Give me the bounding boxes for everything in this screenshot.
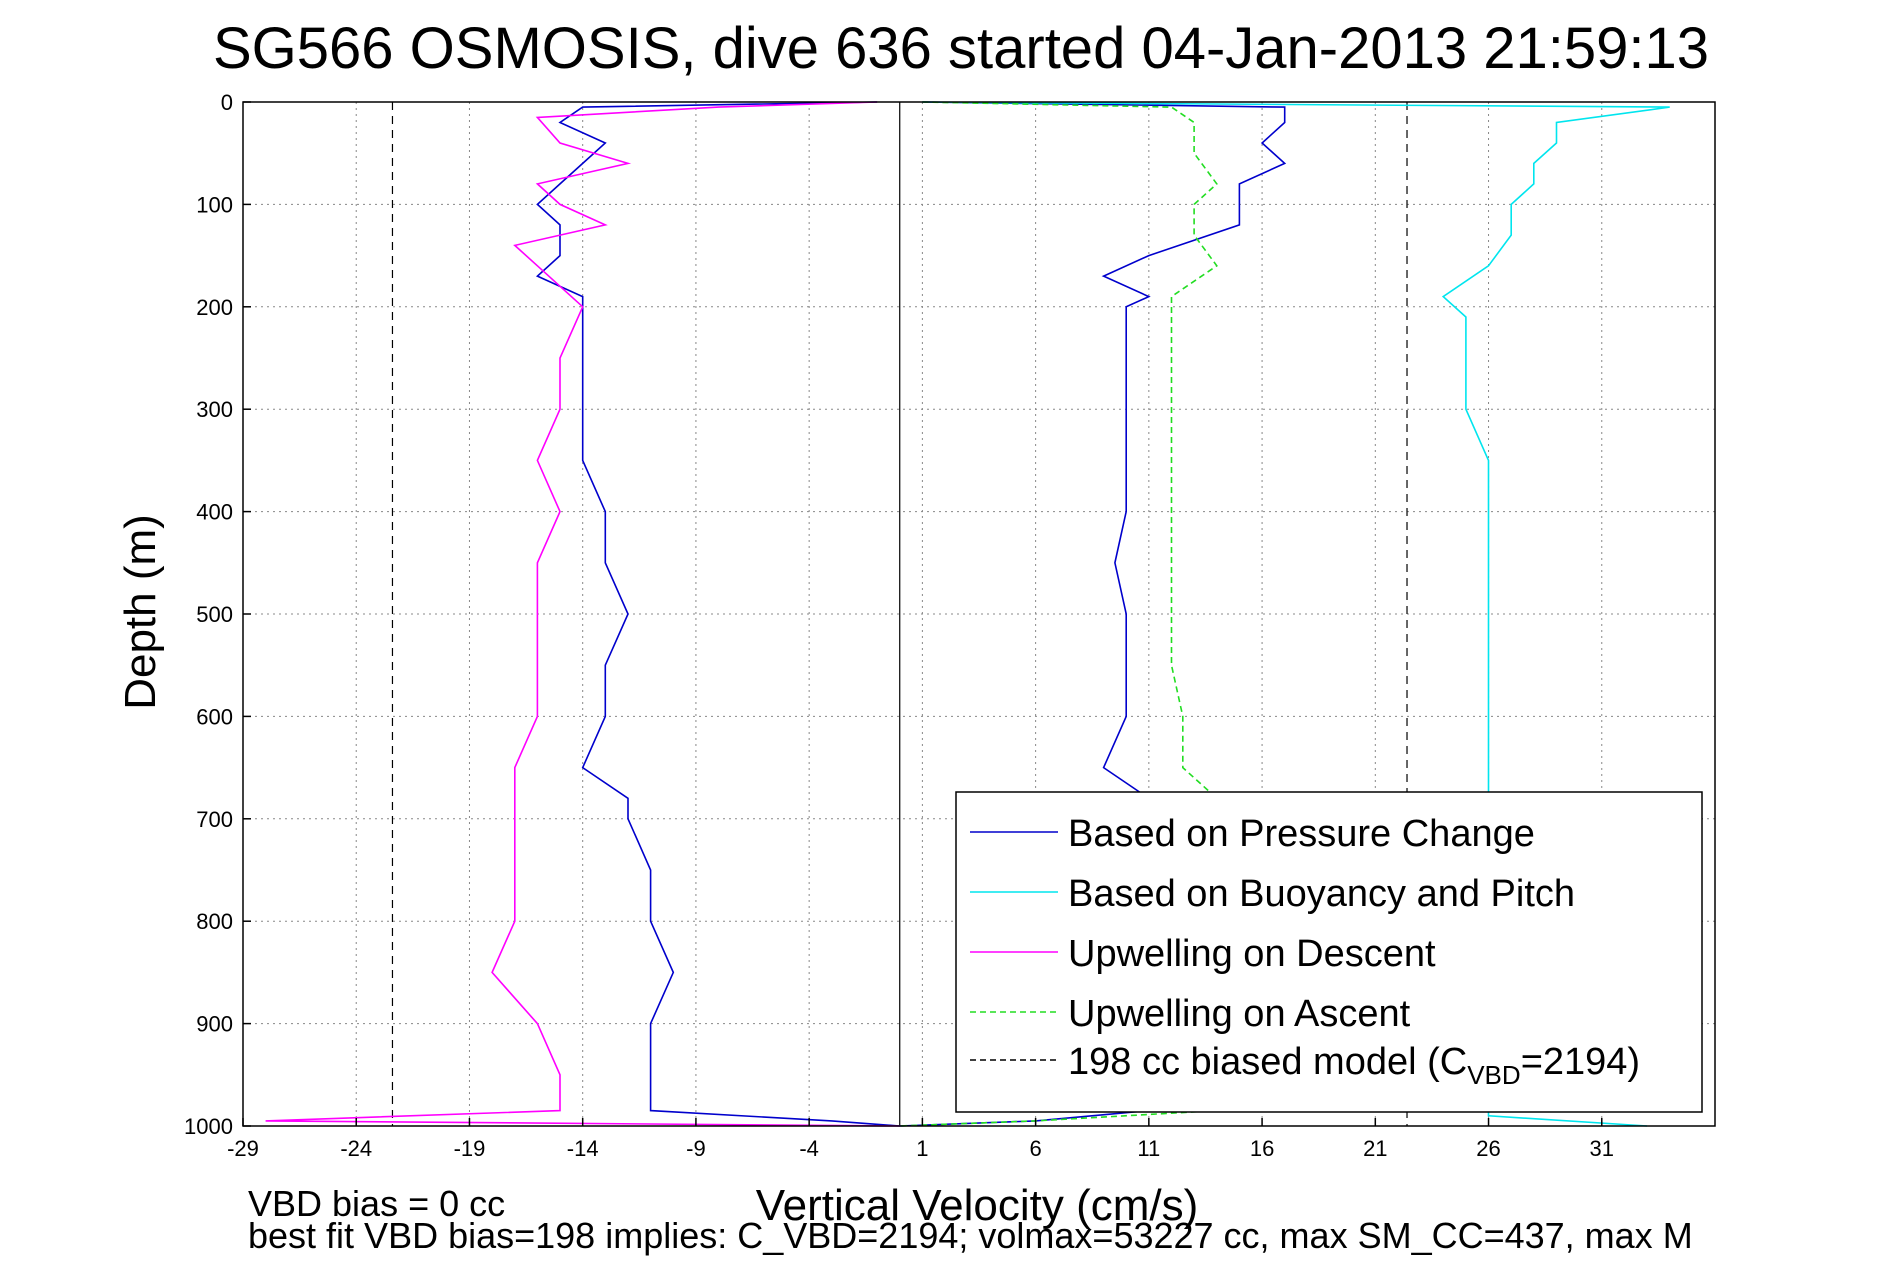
vbd-bias-note: VBD bias = 0 cc	[248, 1183, 505, 1224]
series-line	[899, 101, 1218, 1127]
legend: Based on Pressure Change Based on Buoyanc…	[955, 791, 1703, 1113]
legend-label-tail: =2194)	[1521, 1041, 1640, 1083]
x-tick-label: 16	[1250, 1136, 1274, 1161]
y-tick-label: 0	[221, 90, 233, 115]
x-axis-label: Vertical Velocity (cm/s)	[756, 1181, 1199, 1230]
legend-box	[955, 791, 1703, 1113]
legend-label: Upwelling on Ascent	[1068, 993, 1411, 1035]
x-tick-label: -29	[227, 1136, 259, 1161]
reference-lines	[391, 102, 1408, 1126]
x-tick-label: -14	[567, 1136, 599, 1161]
y-tick-label: 900	[196, 1012, 233, 1037]
best-fit-note: best fit VBD bias=198 implies: C_VBD=219…	[248, 1215, 1693, 1256]
y-tick-label: 500	[196, 602, 233, 627]
y-axis-label: Depth (m)	[116, 514, 165, 710]
x-tick-label: -19	[454, 1136, 486, 1161]
x-tick-label: -9	[686, 1136, 706, 1161]
x-tick-label: 6	[1029, 1136, 1041, 1161]
chart-title: SG566 OSMOSIS, dive 636 started 04-Jan-2…	[213, 16, 1709, 81]
x-tick-label: 31	[1590, 1136, 1614, 1161]
legend-label-subscript: VBD	[1467, 1060, 1520, 1090]
series-line	[535, 101, 900, 1127]
legend-label: 198 cc biased model (CVBD=2194)	[1068, 1041, 1640, 1090]
x-tick-label: -24	[340, 1136, 372, 1161]
axis-ticks: -29 -24 -19 -14 -9 -4 1 6 11 16 21 26 31010020030040…	[184, 90, 1614, 1161]
y-tick-label: 800	[196, 909, 233, 934]
x-tick-label: -4	[799, 1136, 819, 1161]
y-tick-label: 200	[196, 295, 233, 320]
y-tick-label: 600	[196, 704, 233, 729]
y-tick-label: 400	[196, 500, 233, 525]
x-tick-label: 1	[916, 1136, 928, 1161]
y-tick-label: 1000	[184, 1114, 233, 1139]
y-tick-label: 700	[196, 807, 233, 832]
legend-label: Based on Buoyancy and Pitch	[1068, 873, 1575, 915]
x-tick-label: 26	[1476, 1136, 1500, 1161]
x-tick-label: 21	[1363, 1136, 1387, 1161]
legend-label: Based on Pressure Change	[1068, 813, 1535, 855]
y-tick-label: 300	[196, 397, 233, 422]
series-line	[265, 101, 900, 1127]
legend-label: Upwelling on Descent	[1068, 933, 1436, 975]
x-tick-label: 11	[1137, 1136, 1160, 1161]
y-tick-label: 100	[196, 192, 233, 217]
